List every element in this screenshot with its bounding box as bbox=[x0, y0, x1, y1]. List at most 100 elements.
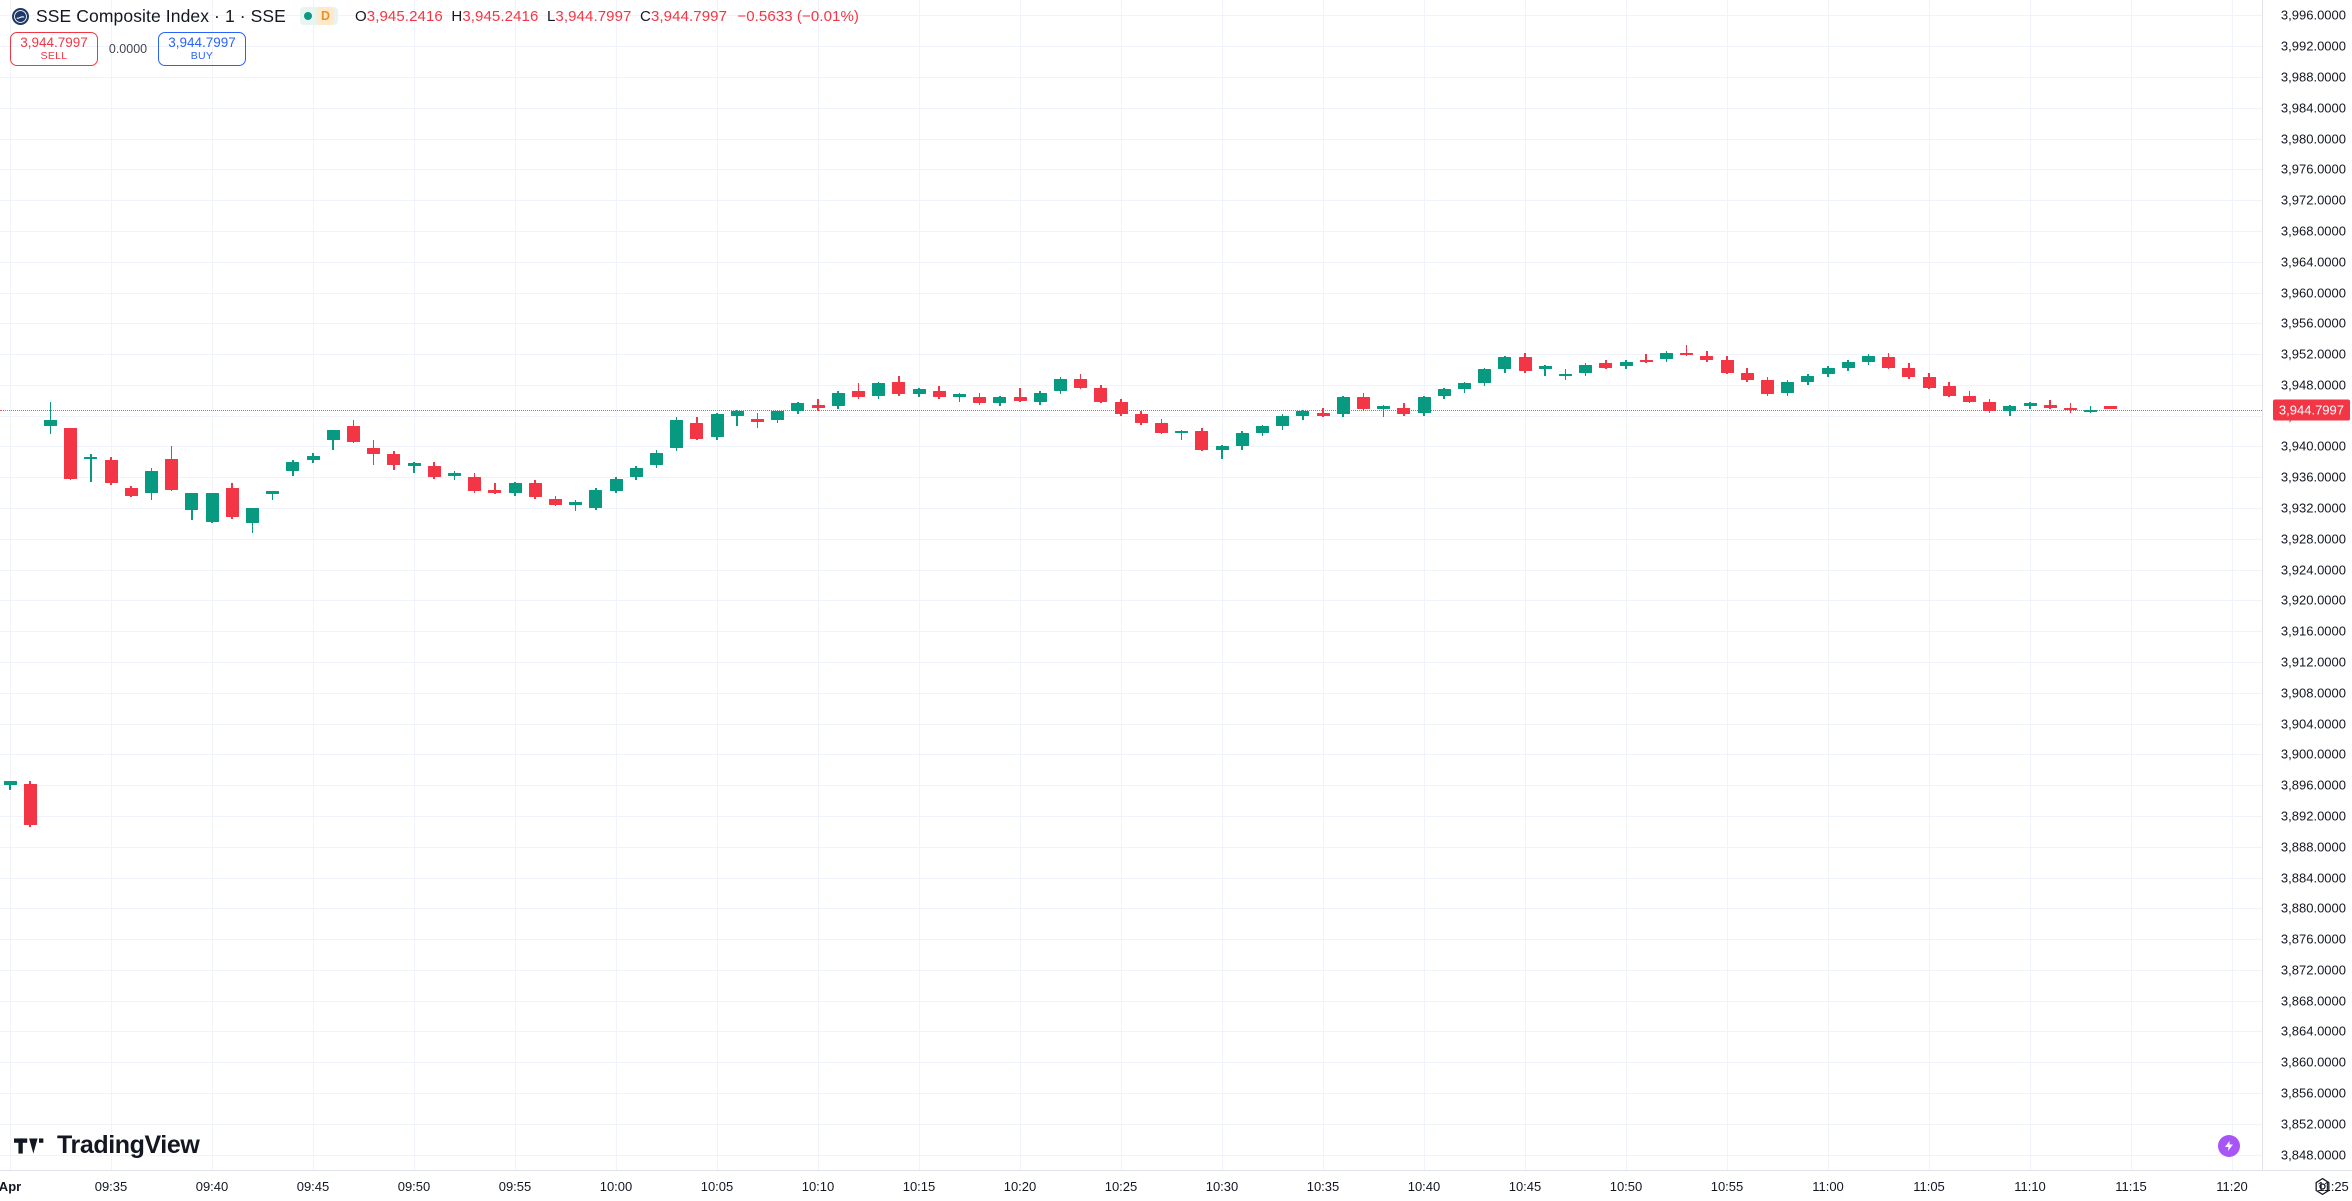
candle-body bbox=[165, 458, 179, 490]
gridline-horizontal bbox=[0, 323, 2262, 324]
candle-body bbox=[407, 463, 421, 466]
candle-body bbox=[1861, 355, 1875, 362]
interval-badge[interactable]: D bbox=[316, 7, 334, 25]
tradingview-wordmark: TradingView bbox=[57, 1131, 200, 1159]
candle-body bbox=[1255, 426, 1269, 433]
gridline-horizontal bbox=[0, 1031, 2262, 1032]
candle-body bbox=[427, 466, 441, 478]
candle-body bbox=[2063, 407, 2077, 411]
candle-wick bbox=[736, 409, 738, 427]
price-tick: 3,888.0000 bbox=[2280, 839, 2346, 855]
candle-body bbox=[528, 483, 542, 498]
candle-wick bbox=[2069, 403, 2072, 413]
candle-wick bbox=[1685, 344, 1688, 356]
price-tick: 3,952.0000 bbox=[2280, 346, 2346, 362]
sell-price: 3,944.7997 bbox=[20, 35, 88, 51]
gridline-horizontal bbox=[0, 108, 2262, 109]
gridline-horizontal bbox=[0, 939, 2262, 940]
candle-body bbox=[2084, 409, 2098, 412]
price-tick: 3,884.0000 bbox=[2280, 870, 2346, 885]
price-axis[interactable]: 3,996.0000 3,992.0000 3,988.0000 3,984.0000… bbox=[2262, 0, 2352, 1170]
candle-body bbox=[750, 418, 764, 422]
candle-body bbox=[185, 492, 199, 510]
trade-panel[interactable]: 3,944.7997 SELL 0.0000 3,944.7997 BUY bbox=[10, 31, 246, 67]
price-tick: 3,996.0000 bbox=[2280, 7, 2346, 23]
candle-body bbox=[1094, 387, 1108, 402]
gridline-vertical bbox=[1121, 0, 1122, 1170]
current-price-tag[interactable]: 3,944.7997 bbox=[2272, 399, 2350, 420]
time-tick: 10:15 bbox=[902, 1179, 936, 1194]
candle-body bbox=[144, 471, 158, 493]
candle-body bbox=[872, 383, 886, 396]
price-tick: 3,880.0000 bbox=[2280, 900, 2346, 916]
crosshair-target-icon[interactable] bbox=[2313, 1177, 2332, 1196]
price-tick: 3,920.0000 bbox=[2280, 592, 2346, 608]
price-tick: 3,932.0000 bbox=[2280, 500, 2346, 516]
candle-body bbox=[508, 483, 522, 493]
candle-wick bbox=[1382, 404, 1385, 418]
close-value: 3,944.7997 bbox=[650, 7, 728, 25]
candle-body bbox=[306, 455, 320, 461]
gridline-horizontal bbox=[0, 570, 2262, 571]
candle-body bbox=[1215, 446, 1229, 450]
gridline-horizontal bbox=[0, 477, 2262, 478]
candle-wick bbox=[90, 454, 92, 482]
market-status-pill[interactable]: D bbox=[299, 7, 338, 25]
candle-body bbox=[124, 488, 138, 496]
candle-body bbox=[932, 391, 946, 398]
sse-logo-icon bbox=[12, 7, 29, 25]
time-tick: 09:35 bbox=[94, 1179, 128, 1194]
price-tick: 3,864.0000 bbox=[2280, 1023, 2346, 1039]
time-tick: 09:45 bbox=[296, 1179, 330, 1194]
time-axis[interactable]: Apr 09:35 09:40 09:45 09:50 09:55 10:00 10:05 10… bbox=[0, 1170, 2352, 1201]
candle-body bbox=[266, 491, 280, 495]
time-tick: 10:35 bbox=[1306, 1179, 1340, 1194]
candle-wick bbox=[1019, 387, 1021, 402]
gridline-vertical bbox=[1424, 0, 1425, 1170]
time-tick: 10:25 bbox=[1104, 1179, 1138, 1194]
chart-legend[interactable]: SSE Composite Index · 1 · SSE D O3,945.2… bbox=[0, 0, 859, 32]
candle-wick bbox=[958, 392, 961, 402]
candle-body bbox=[367, 447, 381, 455]
candle-body bbox=[1962, 395, 1976, 402]
price-tick: 3,908.0000 bbox=[2280, 685, 2346, 701]
candle-body bbox=[286, 461, 300, 472]
chart-canvas[interactable] bbox=[0, 0, 2262, 1170]
candle-wick bbox=[1221, 444, 1223, 459]
gridline-vertical bbox=[1727, 0, 1728, 1170]
close-label: C bbox=[640, 7, 651, 25]
candle-body bbox=[1659, 352, 1673, 359]
candle-body bbox=[1377, 406, 1391, 410]
candle-body bbox=[104, 460, 118, 484]
candle-body bbox=[1356, 397, 1370, 410]
spread-value: 0.0000 bbox=[108, 42, 148, 56]
candle-body bbox=[831, 392, 845, 407]
time-tick: 10:30 bbox=[1205, 1179, 1239, 1194]
gridline-horizontal bbox=[0, 1093, 2262, 1094]
candle-body bbox=[892, 381, 906, 395]
gridline-vertical bbox=[818, 0, 819, 1170]
price-tick: 3,904.0000 bbox=[2280, 716, 2346, 732]
gridline-horizontal bbox=[0, 231, 2262, 232]
time-tick: 09:50 bbox=[397, 1179, 431, 1194]
symbol-title[interactable]: SSE Composite Index · 1 · SSE bbox=[36, 5, 286, 26]
time-tick: 10:45 bbox=[1508, 1179, 1542, 1194]
time-tick: 10:40 bbox=[1407, 1179, 1441, 1194]
gridline-vertical bbox=[1525, 0, 1526, 1170]
gridline-vertical bbox=[1929, 0, 1930, 1170]
gridline-vertical bbox=[10, 0, 11, 1170]
gridline-horizontal bbox=[0, 847, 2262, 848]
time-tick: 11:25 bbox=[2317, 1179, 2349, 1194]
sell-button[interactable]: 3,944.7997 SELL bbox=[10, 32, 98, 66]
low-value: 3,944.7997 bbox=[555, 7, 632, 25]
buy-button[interactable]: 3,944.7997 BUY bbox=[158, 32, 246, 66]
buy-price: 3,944.7997 bbox=[168, 35, 236, 51]
price-tick: 3,980.0000 bbox=[2280, 131, 2346, 147]
gridline-vertical bbox=[212, 0, 213, 1170]
candle-body bbox=[1579, 364, 1593, 373]
candle-body bbox=[993, 397, 1007, 404]
time-tick: 09:40 bbox=[195, 1179, 229, 1194]
candle-body bbox=[1720, 360, 1734, 373]
alerts-lightning-icon[interactable] bbox=[2218, 1135, 2240, 1157]
gridline-horizontal bbox=[0, 693, 2262, 694]
